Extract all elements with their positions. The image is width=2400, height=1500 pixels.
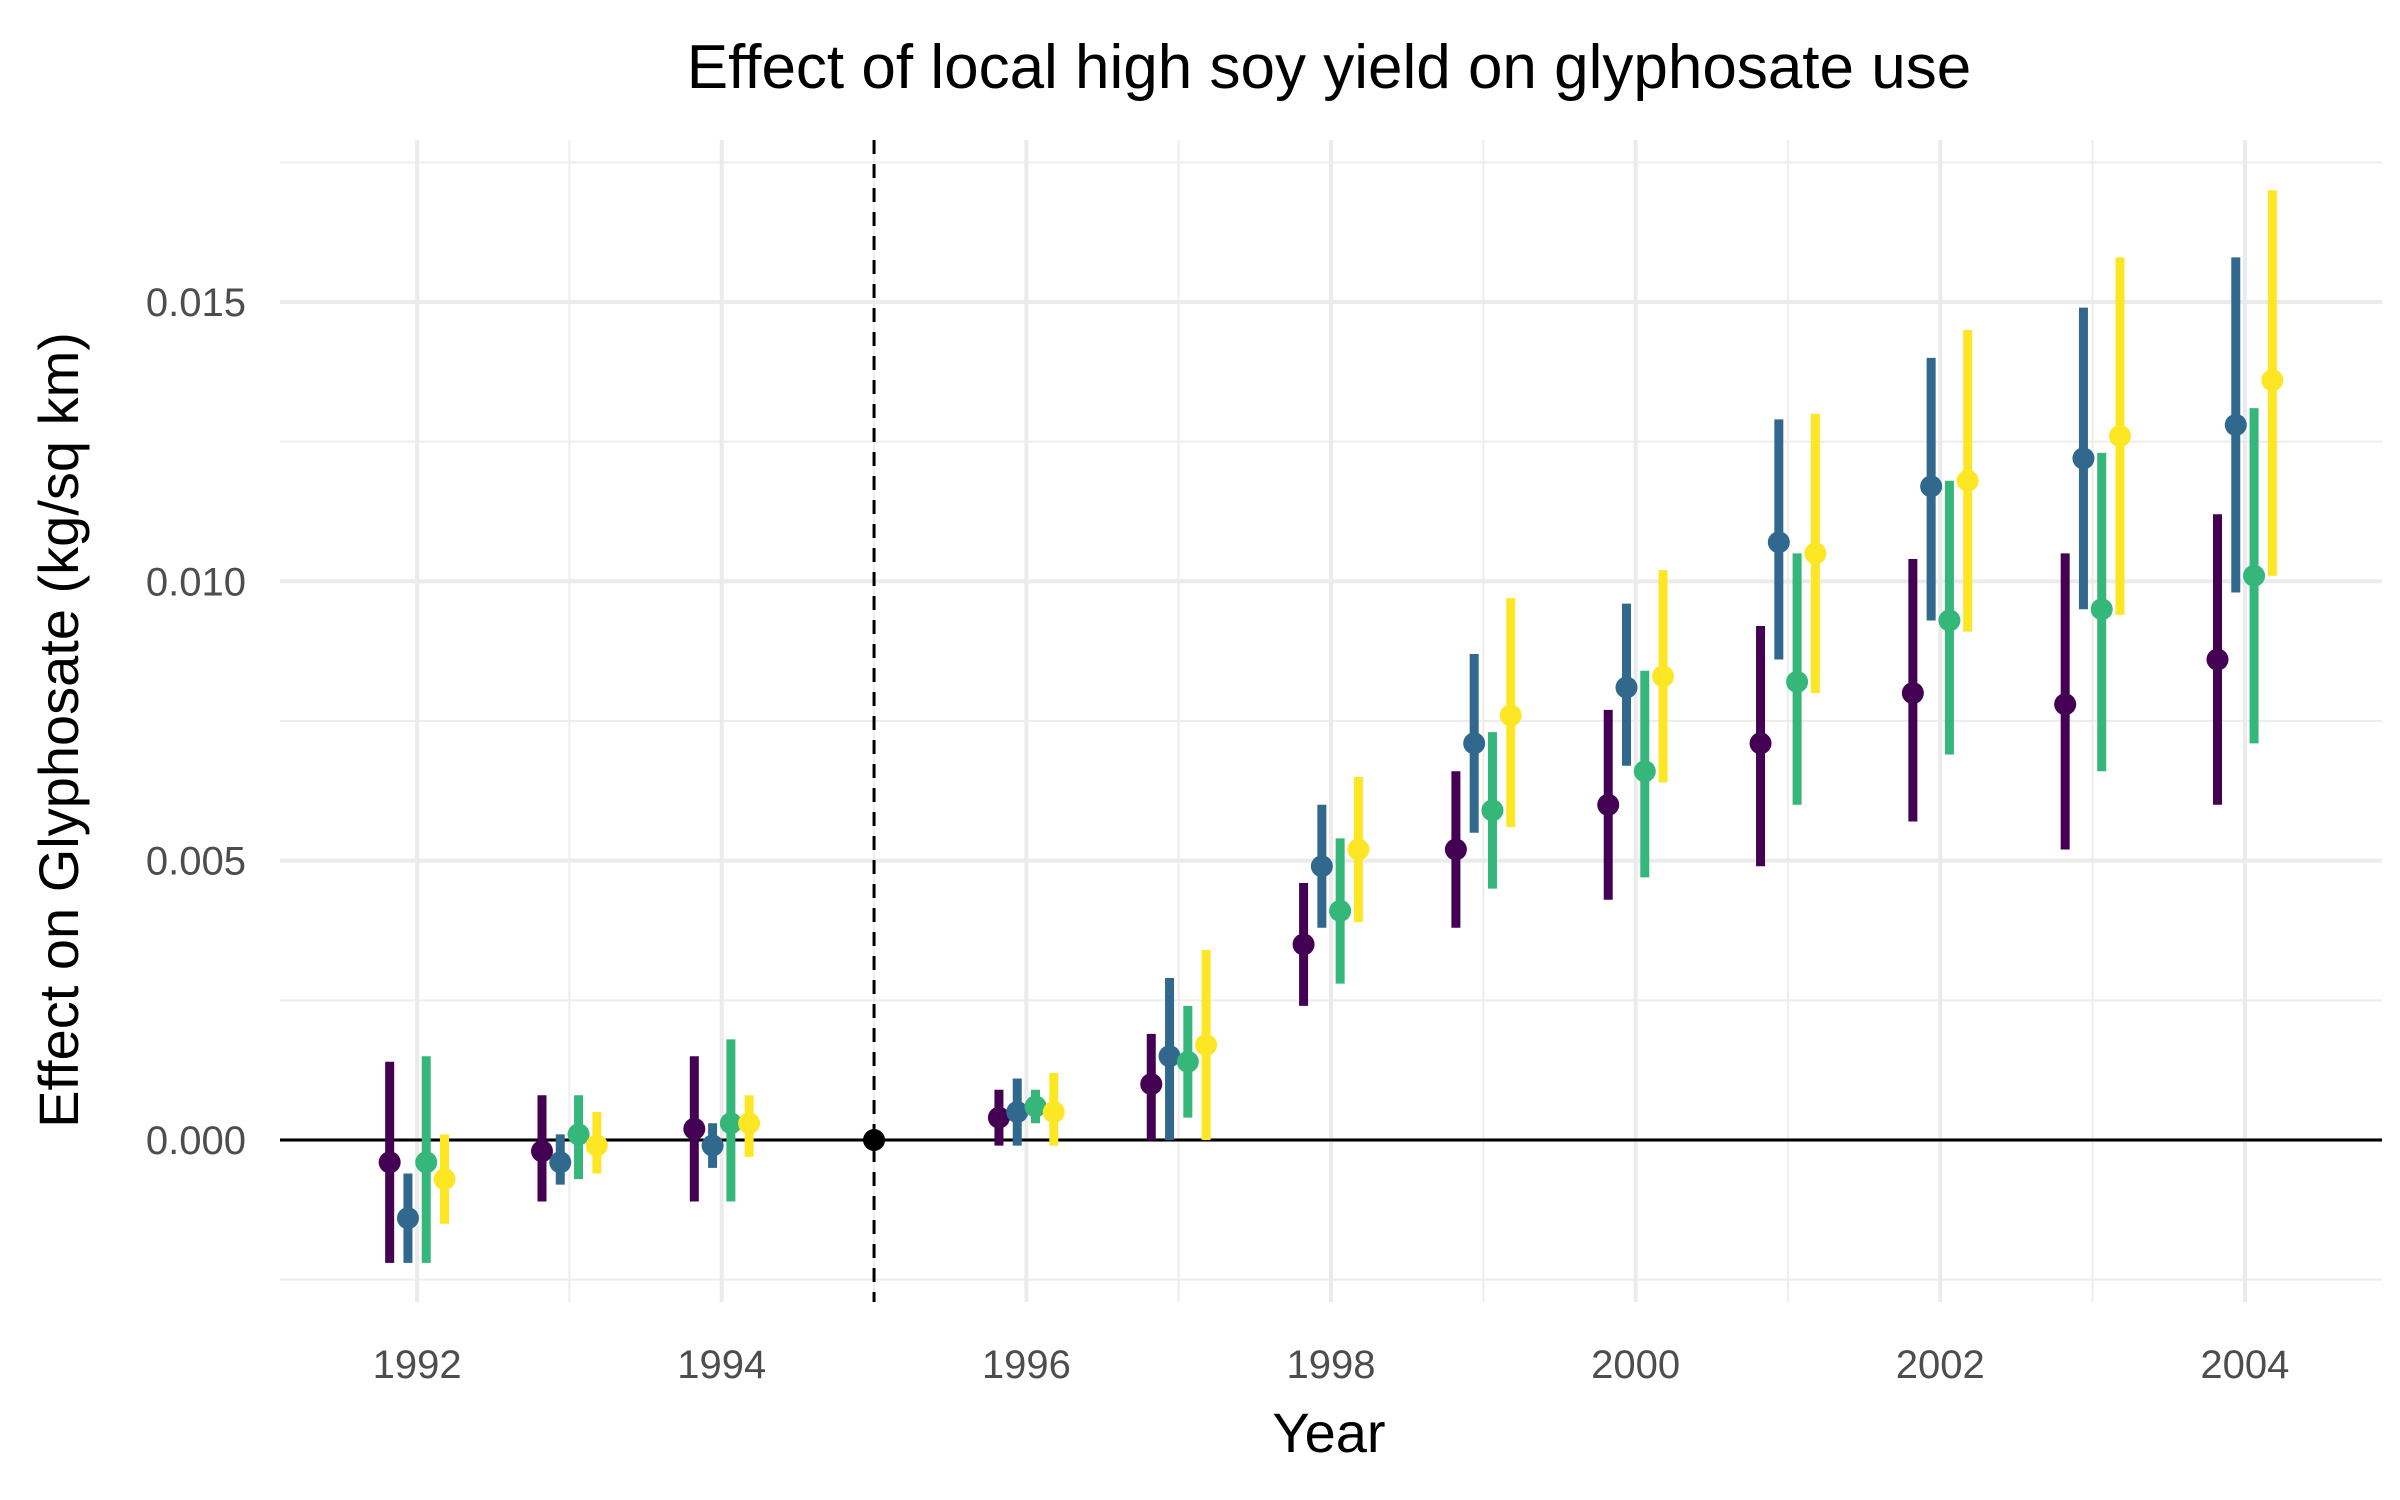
x-tick-label: 1994 (677, 1343, 766, 1387)
y-axis-title: Effect on Glyphosate (kg/sq km) (27, 332, 90, 1128)
reference-lines (280, 140, 2382, 1302)
x-axis-title: Year (1272, 1401, 1385, 1464)
data-point (1956, 469, 1979, 492)
data-point (2090, 598, 2113, 621)
data-point (396, 1207, 419, 1230)
x-tick-labels: 1992 1994 1996 1998 2000 2002 2004 (373, 1343, 2290, 1387)
data-point (1615, 676, 1638, 699)
data-point (1481, 799, 1504, 822)
data-point (1920, 475, 1943, 498)
data-point (1347, 838, 1370, 861)
data-point (1292, 933, 1315, 956)
data-point (1006, 1101, 1029, 1124)
x-tick-label: 2000 (1591, 1343, 1680, 1387)
data-point (378, 1151, 401, 1174)
data-point (1804, 542, 1827, 565)
chart-title: Effect of local high soy yield on glypho… (687, 33, 1971, 102)
data-point (1024, 1095, 1047, 1118)
data-point (1042, 1101, 1065, 1124)
data-point (585, 1134, 608, 1157)
data-point (1749, 732, 1772, 755)
reference-point (863, 1128, 886, 1151)
y-tick-label: 0.015 (146, 281, 246, 325)
data-point (433, 1168, 456, 1191)
data-point (1901, 682, 1924, 705)
y-tick-labels: 0.000 0.005 0.010 0.015 (146, 281, 246, 1163)
data-point (530, 1140, 553, 1163)
data-point (2224, 413, 2247, 436)
data-point (1786, 670, 1809, 693)
data-point (1463, 732, 1486, 755)
data-point (1597, 793, 1620, 816)
data-point (2206, 648, 2229, 671)
data-point (2109, 425, 2132, 448)
x-tick-label: 1996 (982, 1343, 1071, 1387)
data-point (1195, 1034, 1218, 1057)
y-tick-label: 0.010 (146, 560, 246, 604)
x-tick-label: 2004 (2200, 1343, 2289, 1387)
data-point (1329, 899, 1352, 922)
data-point (1938, 609, 1961, 632)
data-point (1176, 1050, 1199, 1073)
x-tick-label: 1998 (1287, 1343, 1376, 1387)
data-point (1310, 855, 1333, 878)
data-point (683, 1117, 706, 1140)
data-point (987, 1106, 1010, 1129)
data-point (2243, 564, 2266, 587)
data-point (2261, 369, 2284, 392)
data-point (1158, 1045, 1181, 1068)
data-point (1767, 531, 1790, 554)
data-point (1444, 838, 1467, 861)
y-tick-label: 0.005 (146, 840, 246, 884)
x-tick-label: 1992 (373, 1343, 462, 1387)
data-point (1652, 665, 1675, 688)
data-point (1499, 704, 1522, 727)
data-point (2054, 693, 2077, 716)
data-point (1140, 1073, 1163, 1096)
data-point (1633, 760, 1656, 783)
data-point (549, 1151, 572, 1174)
data-point (567, 1123, 590, 1146)
data-point (719, 1112, 742, 1135)
data-point (415, 1151, 438, 1174)
data-point (738, 1112, 761, 1135)
series-layer (378, 190, 2284, 1263)
data-point (2072, 447, 2095, 470)
data-point (701, 1134, 724, 1157)
x-tick-label: 2002 (1896, 1343, 1985, 1387)
y-tick-label: 0.000 (146, 1119, 246, 1163)
